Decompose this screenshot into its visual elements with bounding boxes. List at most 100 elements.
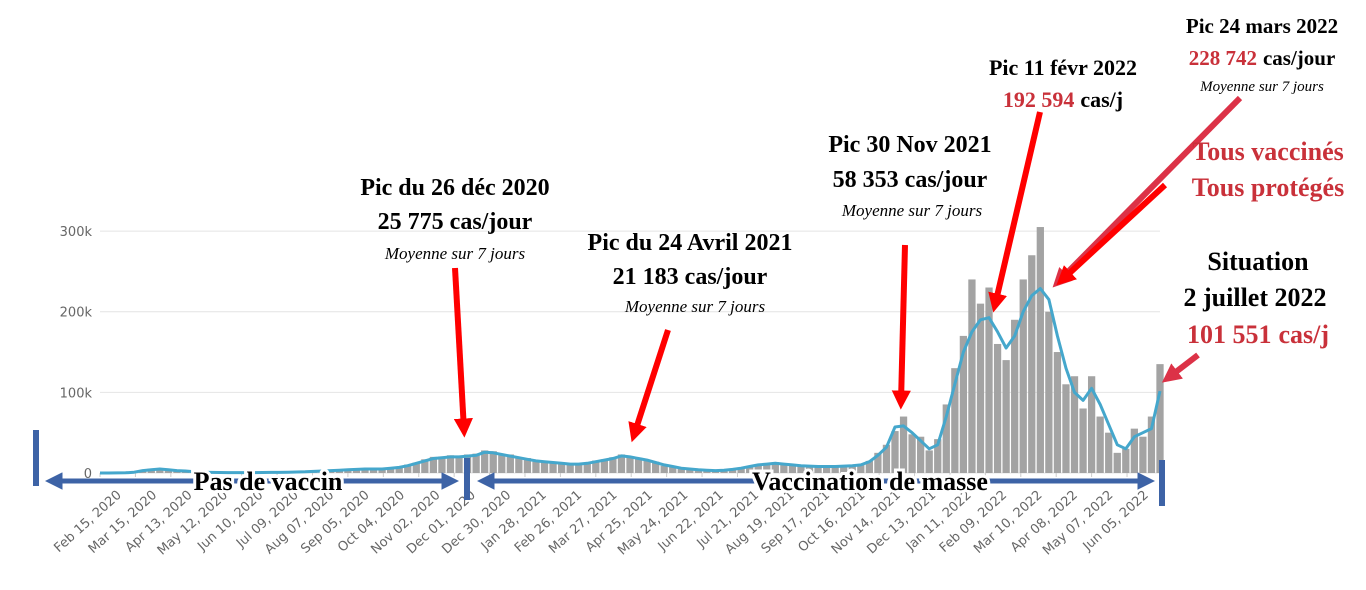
bar: [822, 466, 831, 473]
bar: [1053, 352, 1062, 473]
bar: [1113, 452, 1121, 473]
bar: [1087, 376, 1096, 473]
bar: [583, 463, 591, 473]
bar: [899, 416, 908, 473]
bar: [566, 464, 574, 473]
bar: [780, 464, 788, 473]
annotation-value: 58 353 cas/jour: [833, 167, 988, 193]
bar: [540, 460, 549, 473]
bar: [361, 468, 369, 473]
bar: [814, 466, 822, 473]
y-tick-label: 300k: [60, 225, 93, 240]
bar: [865, 460, 873, 473]
bar: [592, 460, 600, 473]
bar: [438, 456, 446, 473]
annotation-line: 192 594 cas/j: [1003, 87, 1123, 112]
y-tick-label: 200k: [60, 306, 93, 321]
bar: [446, 455, 455, 473]
bar: [831, 466, 839, 473]
bar: [951, 368, 959, 473]
bar: [763, 464, 771, 473]
bar: [840, 465, 848, 473]
bar: [1002, 360, 1010, 473]
annotation-value: 21 183 cas/jour: [613, 264, 768, 290]
bar: [1105, 432, 1113, 473]
bar: [694, 470, 703, 473]
bar: [412, 462, 420, 473]
annotation-value: Tous protégés: [1192, 173, 1344, 202]
annotation-value: 192 594: [1003, 87, 1075, 112]
bar: [344, 469, 352, 473]
annotation-title: Tous vaccinés: [1192, 137, 1343, 166]
bar: [1122, 448, 1130, 473]
bar: [805, 465, 814, 473]
annotation-note: Moyenne sur 7 jours: [1199, 79, 1324, 95]
bar: [481, 450, 489, 473]
annotation-line: 101 551 cas/j: [1187, 320, 1329, 349]
annotation-date: 2 juillet 2022: [1184, 283, 1327, 312]
bar: [609, 457, 617, 473]
bar: [1147, 416, 1156, 473]
bar: [515, 458, 523, 473]
bar: [737, 467, 745, 473]
bar: [643, 460, 651, 473]
bar: [993, 343, 1002, 473]
y-tick-label: 100k: [60, 386, 93, 401]
bar: [891, 431, 899, 473]
bar: [575, 463, 583, 473]
annotation-title: Pic du 26 déc 2020: [360, 175, 549, 201]
bar: [874, 452, 882, 473]
bar: [429, 456, 438, 473]
bar: [660, 465, 668, 473]
arrow: [891, 244, 911, 410]
bar: [917, 436, 925, 473]
bar: [1139, 436, 1147, 473]
bar: [976, 303, 985, 473]
bar: [378, 468, 386, 473]
bar: [1019, 279, 1027, 473]
phase-label: Vaccination de masse: [752, 467, 988, 496]
annotation-value: 25 775 cas/jour: [378, 209, 533, 235]
bar: [754, 464, 762, 473]
arrow: [452, 267, 473, 438]
bar: [968, 279, 976, 473]
bar: [746, 466, 754, 473]
annotation-note: Moyenne sur 7 jours: [384, 244, 526, 263]
bar: [626, 456, 634, 473]
bar: [1130, 428, 1138, 473]
bar: [489, 451, 497, 473]
bar: [455, 457, 463, 473]
bar: [1156, 364, 1164, 473]
arrow: [1161, 352, 1200, 383]
arrow: [1052, 95, 1243, 288]
bar: [925, 450, 933, 473]
bar: [1045, 311, 1053, 473]
bar: [156, 468, 164, 473]
annotation-title: Situation: [1207, 247, 1309, 276]
bar: [1096, 416, 1104, 473]
bar: [848, 466, 856, 473]
bar: [1036, 227, 1044, 473]
bar: [634, 457, 643, 473]
bar: [1011, 319, 1019, 473]
annotations: Pas de vaccin Vaccination de masse Pic d…: [33, 14, 1344, 506]
annotation-line: 228 742 cas/jour: [1189, 46, 1336, 70]
bar: [1062, 384, 1070, 473]
arrow: [1056, 182, 1168, 286]
bar: [369, 468, 378, 473]
bar: [387, 467, 395, 473]
annotation-title: Pic 30 Nov 2021: [828, 132, 991, 158]
bar: [600, 459, 608, 473]
bar: [498, 455, 506, 473]
bar: [788, 464, 797, 473]
bar: [669, 466, 677, 473]
bar: [1028, 255, 1036, 473]
annotation-value: 101 551: [1187, 320, 1272, 349]
annotation-unit: cas/jour: [1263, 46, 1335, 70]
bar: [617, 454, 626, 473]
bar: [1070, 376, 1079, 473]
bar: [532, 461, 540, 473]
bar: [421, 459, 429, 473]
annotation-note: Moyenne sur 7 jours: [841, 201, 983, 220]
